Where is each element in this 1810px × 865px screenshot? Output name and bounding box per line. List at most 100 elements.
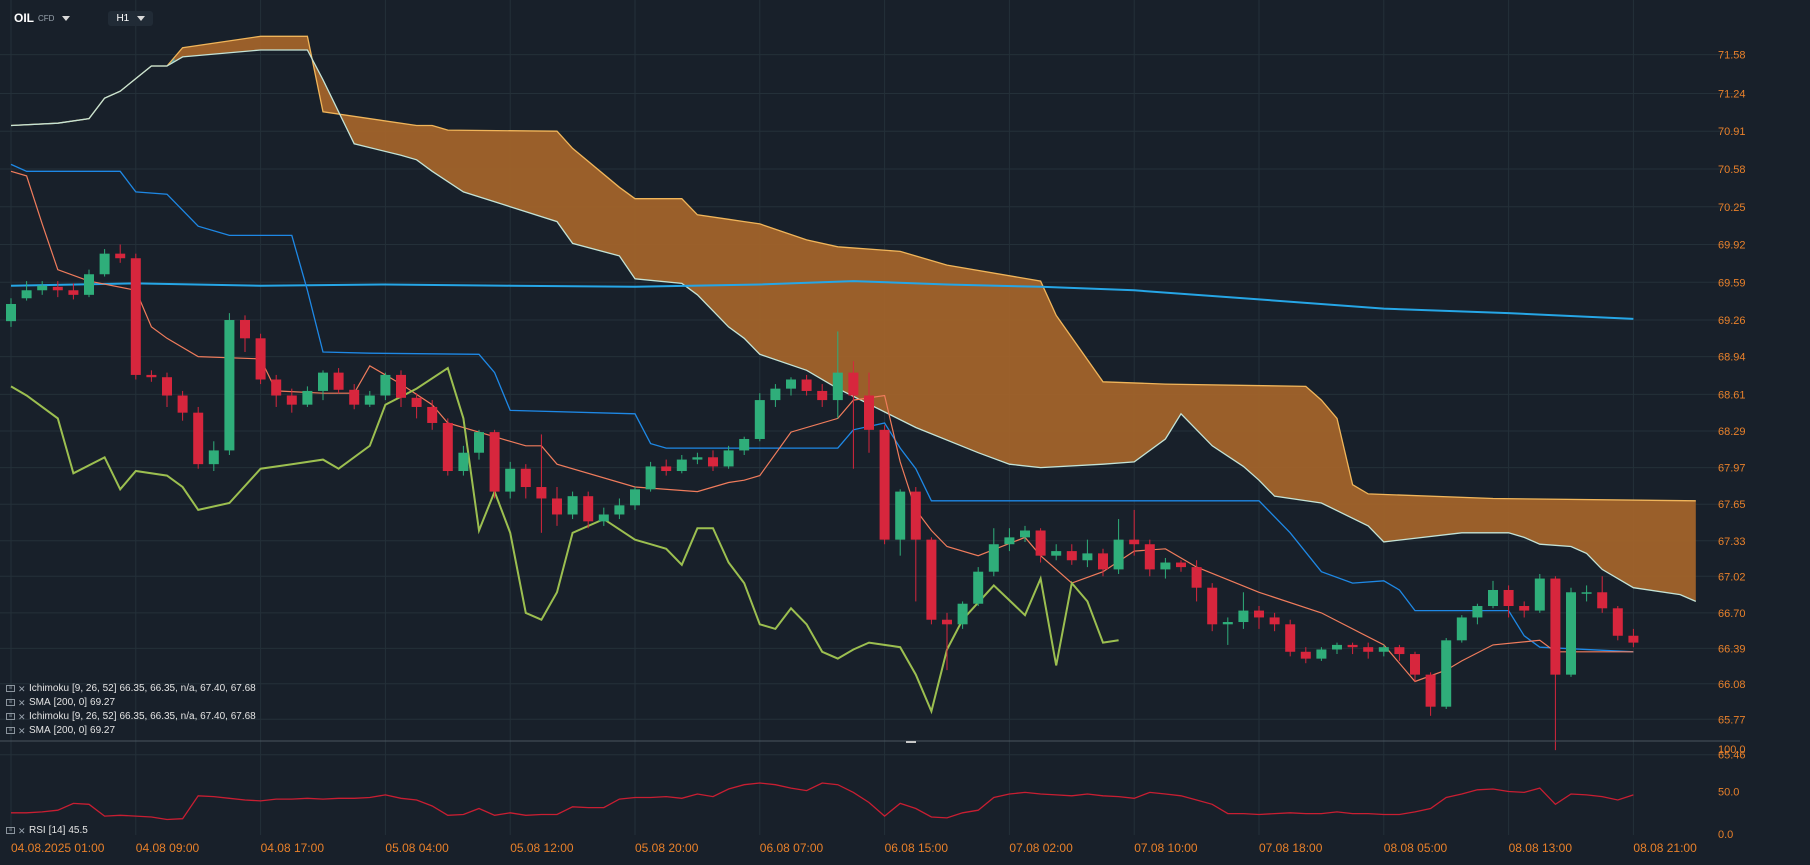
candle [474,429,484,460]
candle [1269,612,1280,632]
settings-icon[interactable]: ≡ [6,699,15,706]
candle-body [832,372,843,401]
chevron-down-icon[interactable] [62,15,71,21]
chevron-down-icon[interactable] [137,15,146,21]
legend-name: Ichimoku [29,683,70,694]
settings-icon[interactable]: ≡ [6,727,15,734]
candle-body [1410,654,1420,675]
time-tick-label: 07.08 10:00 [1134,841,1198,855]
legend-params: [200, 0] [53,697,88,708]
close-icon[interactable]: ✕ [18,725,26,736]
candle-body [1441,640,1452,707]
candle-body [942,619,952,625]
candle [692,452,703,465]
time-axis: 04.08.2025 01:00 04.08 09:00 04.08 17:00 05… [11,841,1697,855]
settings-icon[interactable]: ≡ [6,685,15,692]
close-icon[interactable]: ✕ [18,825,26,836]
candle-body [396,374,406,398]
candles [6,244,1639,751]
price-tick-label: 71.58 [1718,50,1746,62]
price-tick-label: 66.08 [1718,679,1746,691]
candle-body [271,379,282,396]
candle-body [1222,622,1233,625]
candle-body [536,487,547,499]
candle-body [1472,606,1483,618]
candle [1254,606,1264,629]
candle [1051,544,1062,561]
candle [1628,628,1639,648]
candle-body [1332,644,1342,650]
candle-body [957,603,968,625]
candle-body [739,438,750,451]
candle [458,445,469,476]
candle [52,281,63,298]
candle-body [1488,589,1498,607]
candle [1144,539,1155,577]
candle-body [1160,562,1171,570]
candle [708,450,718,472]
indicator-legend-sma: ≡ ✕ SMA [200, 0] 69.27 [6,725,115,736]
timeframe-selector[interactable]: H1 [108,10,154,26]
candle-body [177,395,188,413]
rsi-pane: 100.0 50.0 0.0 [11,744,1746,841]
price-axis: 71.58 71.24 70.91 70.58 70.25 69.92 69.59 69.26… [1718,50,1746,762]
candle [988,528,999,577]
candle-body [1098,553,1108,570]
rsi-tick-label: 0.0 [1718,829,1733,841]
candle [1191,560,1202,602]
candle-body [661,466,672,472]
time-tick-label: 06.08 15:00 [885,841,949,855]
close-icon[interactable]: ✕ [18,697,26,708]
candle-body [442,422,453,472]
candle-body [708,457,718,467]
candle [396,370,406,407]
symbol-name: OIL [14,11,34,25]
candle [879,425,890,545]
candle-body [1066,551,1077,561]
candle [832,331,843,419]
candle [630,487,640,510]
candle [505,461,516,499]
candle-body [380,374,391,396]
candle [848,361,859,469]
candle-body [1566,592,1576,675]
close-icon[interactable]: ✕ [18,711,26,722]
pane-resize-handle[interactable] [906,741,916,743]
chikou-span-line [10,366,1119,715]
candle-body [162,377,172,396]
candle [1082,539,1093,568]
candle [723,445,734,469]
senkou-span-a-line [10,35,1696,502]
candle [380,372,391,401]
candle-body [801,379,812,391]
settings-icon[interactable]: ≡ [6,713,15,720]
candle-body [1051,551,1062,556]
candle-body [411,397,422,407]
candle-body [1316,649,1327,659]
candle [1441,638,1452,709]
close-icon[interactable]: ✕ [18,683,26,694]
time-tick-label: 05.08 04:00 [385,841,449,855]
candle [302,386,313,407]
candle-body [286,395,297,405]
candle [240,315,250,353]
legend-params: [9, 26, 52] [72,711,117,722]
legend-values: 66.35, 66.35, n/a, 67.40, 67.68 [119,711,256,722]
candle-body [1581,592,1592,594]
candle [99,249,110,277]
candle [162,372,172,407]
candle-body [1254,610,1264,618]
candle-body [302,390,313,405]
settings-icon[interactable]: ≡ [6,827,15,834]
candle-body [754,400,765,439]
price-tick-label: 68.61 [1718,389,1746,401]
candle-body [645,466,656,490]
candle-body [349,389,360,405]
candle-body [1363,647,1374,652]
candle-body [1020,530,1030,538]
symbol-selector[interactable]: OIL CFD [8,9,76,27]
legend-params: [14] [48,825,66,836]
price-tick-label: 69.59 [1718,277,1746,289]
candle [146,370,157,382]
